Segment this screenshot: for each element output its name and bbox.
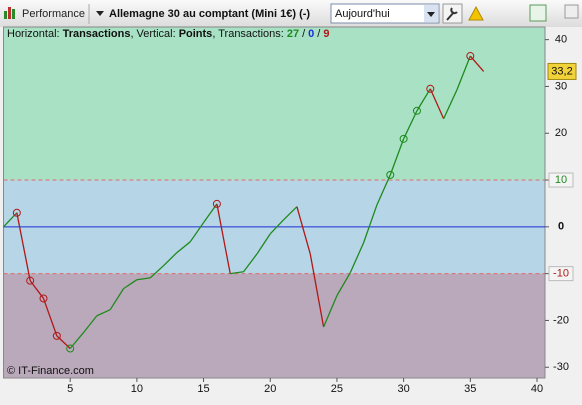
line-segment xyxy=(256,233,271,255)
line-segment xyxy=(416,88,431,112)
info-part: , Vertical: xyxy=(130,28,175,40)
line-segment xyxy=(403,110,418,140)
trade-marker xyxy=(426,84,435,93)
y-tick-label: 40 xyxy=(555,34,567,46)
toolbar xyxy=(0,0,582,27)
line-segment xyxy=(456,55,471,90)
info-part: 0 xyxy=(308,28,314,40)
period-select[interactable] xyxy=(330,3,440,24)
line-segment xyxy=(42,298,58,337)
info-part: Transactions xyxy=(63,28,131,40)
line-segment xyxy=(283,206,298,221)
line-segment xyxy=(56,335,71,349)
trade-marker xyxy=(399,134,408,143)
line-segment xyxy=(336,272,351,296)
y-tick-label: 20 xyxy=(555,127,567,139)
zone-lower xyxy=(3,273,545,378)
info-part: 27 xyxy=(287,28,299,40)
performance-icon xyxy=(4,7,15,19)
trade-marker xyxy=(66,344,75,353)
line-segment xyxy=(362,204,378,243)
line-segment xyxy=(376,174,391,206)
tab-label[interactable]: Performance xyxy=(22,8,85,20)
plot-border xyxy=(3,26,546,379)
last-value-label: 33,2 xyxy=(551,65,572,77)
last-value-box xyxy=(547,62,577,80)
y-tick-label: 0 xyxy=(558,221,564,233)
info-part: 9 xyxy=(323,28,329,40)
series xyxy=(3,55,485,349)
line-segment xyxy=(149,265,164,279)
line-segment xyxy=(443,89,458,119)
trade-marker xyxy=(212,199,221,208)
close-button[interactable] xyxy=(564,4,579,19)
info-part: Points xyxy=(179,28,213,40)
line-segment xyxy=(109,288,125,311)
level-label-box xyxy=(548,266,574,282)
line-segment xyxy=(323,295,338,328)
line-segment xyxy=(309,253,325,328)
info-part: / xyxy=(302,28,306,40)
x-tick-label: 40 xyxy=(531,383,543,395)
y-tick-label: 10 xyxy=(555,174,567,186)
line-segment xyxy=(16,212,31,281)
line-segment xyxy=(123,279,138,290)
line-segment xyxy=(216,203,231,274)
line-segment xyxy=(83,315,98,334)
y-axis-area xyxy=(545,27,582,400)
trade-marker xyxy=(26,276,35,285)
info-part: / xyxy=(317,28,321,40)
level-label-box xyxy=(548,172,574,188)
x-tick-label: 5 xyxy=(67,383,73,395)
line-segment xyxy=(163,252,178,267)
watermark: © IT-Finance.com xyxy=(7,365,94,377)
period-label[interactable]: Aujourd'hui xyxy=(335,8,390,20)
trade-marker xyxy=(386,170,395,179)
trade-marker xyxy=(412,106,421,115)
x-tick-label: 15 xyxy=(197,383,209,395)
line-segment xyxy=(389,138,405,176)
info-part: , Transactions: xyxy=(212,28,284,40)
line-segment xyxy=(429,88,445,119)
line-segment xyxy=(136,277,151,281)
line-segment xyxy=(176,241,191,254)
select-arrow xyxy=(427,12,435,17)
y-tick-label: 30 xyxy=(555,80,567,92)
y-tick-label: -30 xyxy=(553,361,569,373)
info-part: Horizontal: xyxy=(7,28,60,40)
x-tick-label: 30 xyxy=(397,383,409,395)
line-segment xyxy=(296,206,311,255)
line-segment xyxy=(96,309,111,317)
trade-marker xyxy=(39,294,48,303)
instrument-label[interactable]: Allemagne 30 au comptant (Mini 1€) (-) xyxy=(109,8,310,20)
line-segment xyxy=(189,222,205,243)
x-tick-label: 10 xyxy=(131,383,143,395)
export-button[interactable] xyxy=(529,4,547,22)
y-tick-label: -20 xyxy=(553,314,569,326)
x-tick-label: 25 xyxy=(331,383,343,395)
info-line: Horizontal: Transactions, Vertical: Points… xyxy=(7,28,329,40)
line-segment xyxy=(230,271,244,275)
x-tick-label: 35 xyxy=(464,383,476,395)
trade-marker xyxy=(52,331,61,340)
line-segment xyxy=(243,253,258,273)
trade-marker xyxy=(466,52,475,61)
line-segment xyxy=(349,242,365,273)
zone-upper xyxy=(3,27,545,181)
dropdown-arrow[interactable] xyxy=(96,11,104,16)
y-tick-label: -10 xyxy=(553,268,569,280)
wrench-icon xyxy=(446,7,458,21)
trade-marker xyxy=(12,208,21,217)
line-segment xyxy=(269,219,285,235)
warning-icon[interactable] xyxy=(468,5,484,21)
x-tick-label: 20 xyxy=(264,383,276,395)
